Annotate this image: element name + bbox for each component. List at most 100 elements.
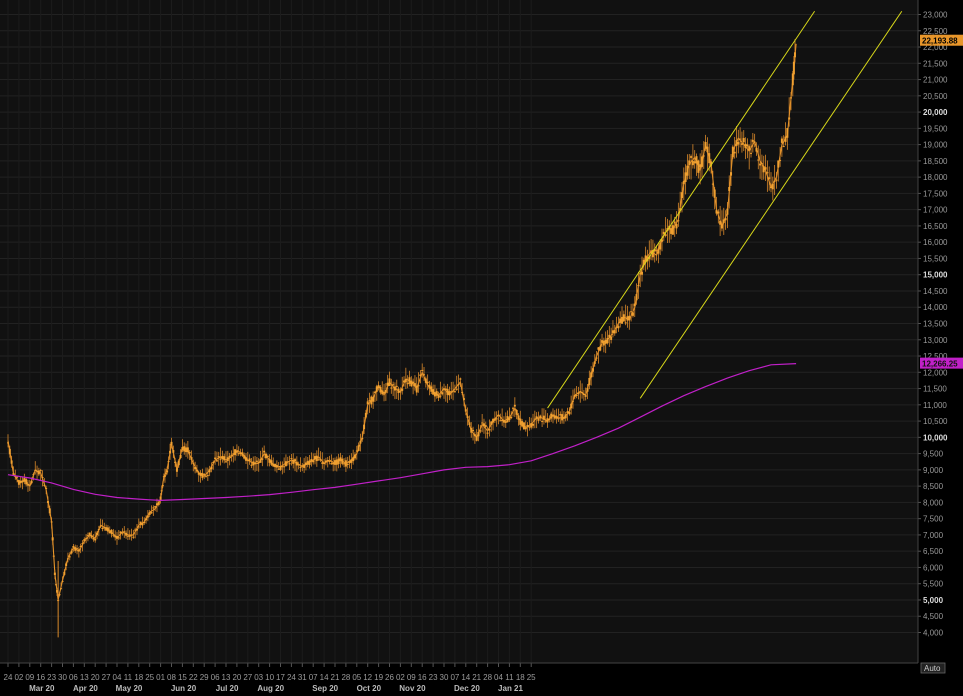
candle-body [141, 522, 144, 526]
candle-body [744, 143, 747, 148]
candle-body [530, 423, 533, 428]
candle-body [384, 389, 387, 393]
month-label: Sep 20 [312, 684, 338, 693]
candle-body [134, 529, 137, 531]
candle-body [37, 470, 40, 475]
candle-body [617, 326, 620, 329]
candle-body [773, 180, 776, 182]
candle-body [125, 532, 128, 536]
candle-body [699, 164, 702, 168]
candle-body [655, 250, 658, 252]
day-tick-label: 17 [276, 673, 285, 682]
candle-body [731, 146, 734, 158]
day-tick-label: 20 [91, 673, 100, 682]
day-tick-label: 21 [331, 673, 340, 682]
candle-body [190, 457, 193, 460]
candle-body [448, 391, 451, 396]
day-tick-label: 30 [440, 673, 449, 682]
candle-body [444, 388, 447, 390]
candle-body [195, 469, 198, 472]
candle-body [225, 461, 227, 463]
day-tick-label: 08 [167, 673, 176, 682]
day-tick-label: 16 [36, 673, 45, 682]
candle-body [403, 380, 406, 383]
candle-body [317, 459, 320, 461]
candle-body [615, 326, 618, 328]
candle-body [48, 508, 51, 514]
candle-body [344, 460, 347, 467]
candle-body [25, 479, 28, 485]
candle-body [499, 420, 502, 422]
candle-body [390, 387, 393, 389]
day-tick-label: 22 [189, 673, 198, 682]
candle-body [659, 243, 662, 250]
candle-body [753, 141, 756, 143]
candle-body [435, 391, 438, 396]
candle-body [201, 473, 204, 478]
channel-line [639, 10, 903, 399]
candle-body [174, 461, 177, 464]
candle-body [208, 469, 211, 473]
candle-body [613, 330, 616, 334]
candle-body [352, 457, 355, 462]
candle-body [557, 418, 560, 420]
candle-body [488, 429, 491, 431]
candle-body [10, 460, 13, 464]
candle-body [493, 418, 496, 421]
candle-body [96, 532, 99, 536]
candle-body [626, 316, 629, 321]
candle-body [263, 450, 266, 453]
candle-body [450, 391, 453, 393]
candle-body [139, 521, 142, 525]
candle-body [234, 449, 237, 456]
candle-body [214, 457, 217, 460]
candle-body [408, 377, 411, 384]
candle-body [381, 390, 384, 395]
candle-body [779, 159, 782, 161]
candle-body [472, 429, 475, 431]
candle-body [181, 447, 184, 451]
candle-body [106, 527, 109, 532]
day-tick-label: 14 [320, 673, 329, 682]
candle-body [501, 419, 504, 422]
price-tick-label: 22,000 [923, 43, 948, 52]
moving-average-line [7, 363, 797, 502]
candle-body [235, 451, 238, 453]
candle-body [77, 549, 80, 552]
candle-body [36, 471, 39, 473]
candle-body [219, 458, 222, 460]
candle-body [793, 52, 796, 58]
candle-body [379, 386, 382, 393]
candle-body [337, 458, 340, 465]
candle-body [693, 161, 696, 164]
candle-body [148, 512, 151, 515]
candle-body [533, 418, 536, 420]
candle-body [252, 461, 255, 466]
candle-body [430, 386, 433, 392]
candle-body [257, 461, 260, 463]
candle-body [401, 388, 404, 391]
candle-body [292, 459, 295, 464]
candle-body [513, 404, 516, 407]
candle-body [464, 409, 467, 412]
candle-body [23, 477, 26, 482]
candle-body [30, 481, 33, 484]
candle-body [566, 411, 569, 414]
candle-body [108, 531, 111, 533]
day-tick-label: 23 [429, 673, 438, 682]
candle-body [388, 378, 391, 386]
candle-body [602, 340, 605, 346]
price-tick-label: 23,000 [923, 11, 948, 20]
candle-body [339, 457, 342, 462]
day-tick-label: 26 [385, 673, 394, 682]
candle-body [16, 476, 19, 478]
candle-body [101, 527, 104, 529]
price-tick-label: 10,500 [923, 417, 948, 426]
candle-body [206, 475, 209, 477]
candle-body [301, 465, 304, 467]
candle-body [486, 432, 489, 434]
candle-body [145, 518, 148, 521]
candle-body [314, 456, 317, 460]
candle-body [691, 161, 694, 166]
day-tick-label: 13 [222, 673, 231, 682]
